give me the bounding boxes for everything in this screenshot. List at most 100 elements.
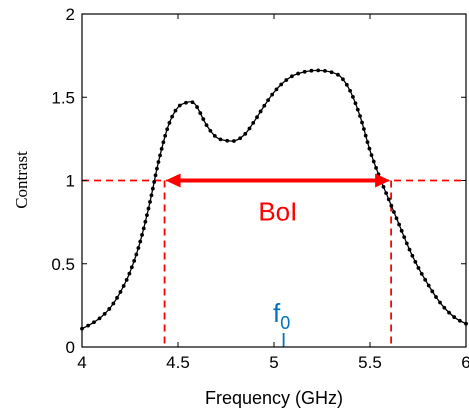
series-point <box>452 315 457 319</box>
series-point <box>232 139 236 143</box>
series-point <box>323 68 327 73</box>
series-point <box>159 146 164 151</box>
f0-subscript: 0 <box>280 313 290 333</box>
series-point <box>153 173 158 178</box>
series-point <box>316 68 321 73</box>
series-point <box>302 69 307 74</box>
series-point <box>150 186 155 191</box>
series-point <box>402 235 407 240</box>
series-point <box>348 88 352 93</box>
series-point <box>218 137 223 142</box>
series-point <box>208 128 213 133</box>
series-point <box>430 289 435 294</box>
series-point <box>404 241 409 246</box>
series-point <box>407 247 412 252</box>
series-point <box>190 100 195 105</box>
series-point <box>309 68 314 73</box>
series-point <box>143 219 148 224</box>
y-tick-label: 2 <box>66 5 75 24</box>
series-point <box>399 228 404 233</box>
y-tick-label: 0.5 <box>51 255 75 274</box>
series-point <box>410 253 415 258</box>
series-point <box>152 180 157 184</box>
series-point <box>374 166 378 170</box>
series-point <box>381 184 386 189</box>
series-point <box>351 95 355 99</box>
series-point <box>127 271 132 276</box>
series-point <box>138 239 143 244</box>
series-point <box>389 203 394 208</box>
series-point <box>247 126 252 131</box>
series-point <box>344 82 349 87</box>
series-point <box>447 310 451 315</box>
series-point <box>255 115 259 120</box>
series-point <box>284 78 289 82</box>
series-point <box>386 197 391 202</box>
series-point <box>243 131 248 136</box>
series-point <box>367 146 372 151</box>
x-tick-label: 5.5 <box>358 353 382 372</box>
series-point <box>149 193 154 198</box>
series-point <box>134 252 139 257</box>
series-point <box>165 127 170 132</box>
x-tick-label: 4 <box>77 353 86 372</box>
series-point <box>225 138 230 143</box>
series-point <box>353 101 358 106</box>
series-point <box>141 226 146 231</box>
ticks-layer: 4 4.5 5 5.5 6 0 0.5 1 1.5 2 <box>51 5 469 372</box>
series-point <box>384 191 389 196</box>
series-point <box>442 305 447 310</box>
series-point <box>371 159 376 164</box>
series-point <box>363 133 368 138</box>
series-point <box>397 222 402 227</box>
series-point <box>369 153 374 158</box>
series-point <box>198 111 203 115</box>
series-point <box>124 277 129 282</box>
bol-arrow-head-left <box>165 173 181 188</box>
series-point <box>355 107 360 112</box>
series-point <box>107 307 112 311</box>
series-point <box>360 120 364 125</box>
band-layer <box>165 173 391 347</box>
series-point <box>148 200 152 204</box>
series-point <box>262 103 267 108</box>
series-point <box>86 323 90 328</box>
series-point <box>132 259 137 263</box>
series-point <box>167 120 172 125</box>
series-point <box>204 123 209 128</box>
series-point <box>296 71 301 76</box>
series-point <box>274 87 279 92</box>
series-point <box>426 283 431 288</box>
x-tick-label: 5 <box>269 353 278 372</box>
y-axis-label: Contrast <box>12 151 31 209</box>
y-tick-label: 0 <box>66 338 75 357</box>
series-point <box>201 117 206 122</box>
series-point <box>140 233 144 237</box>
x-tick-label: 6 <box>461 353 469 372</box>
series-point <box>173 108 178 113</box>
series-point <box>111 301 116 306</box>
y-tick-label: 1.5 <box>51 88 75 107</box>
series-point <box>336 72 340 77</box>
series-point <box>279 82 284 87</box>
series-point <box>156 160 161 164</box>
series-point <box>102 312 107 316</box>
series-point <box>115 295 119 300</box>
series-point <box>184 100 188 105</box>
series-point <box>413 260 418 264</box>
series-point <box>155 166 159 171</box>
bol-arrow-head-right <box>375 173 391 188</box>
series-point <box>258 109 263 114</box>
series-point <box>118 290 123 294</box>
series-point <box>365 140 370 145</box>
series-point <box>251 120 256 125</box>
series-point <box>92 320 96 325</box>
series-point <box>394 216 399 221</box>
series-point <box>238 136 243 141</box>
series-point <box>129 265 134 270</box>
f0-main: f <box>273 298 281 328</box>
series-point <box>163 133 168 138</box>
series-point <box>177 103 182 108</box>
series-point <box>358 114 362 118</box>
series-point <box>270 92 275 97</box>
